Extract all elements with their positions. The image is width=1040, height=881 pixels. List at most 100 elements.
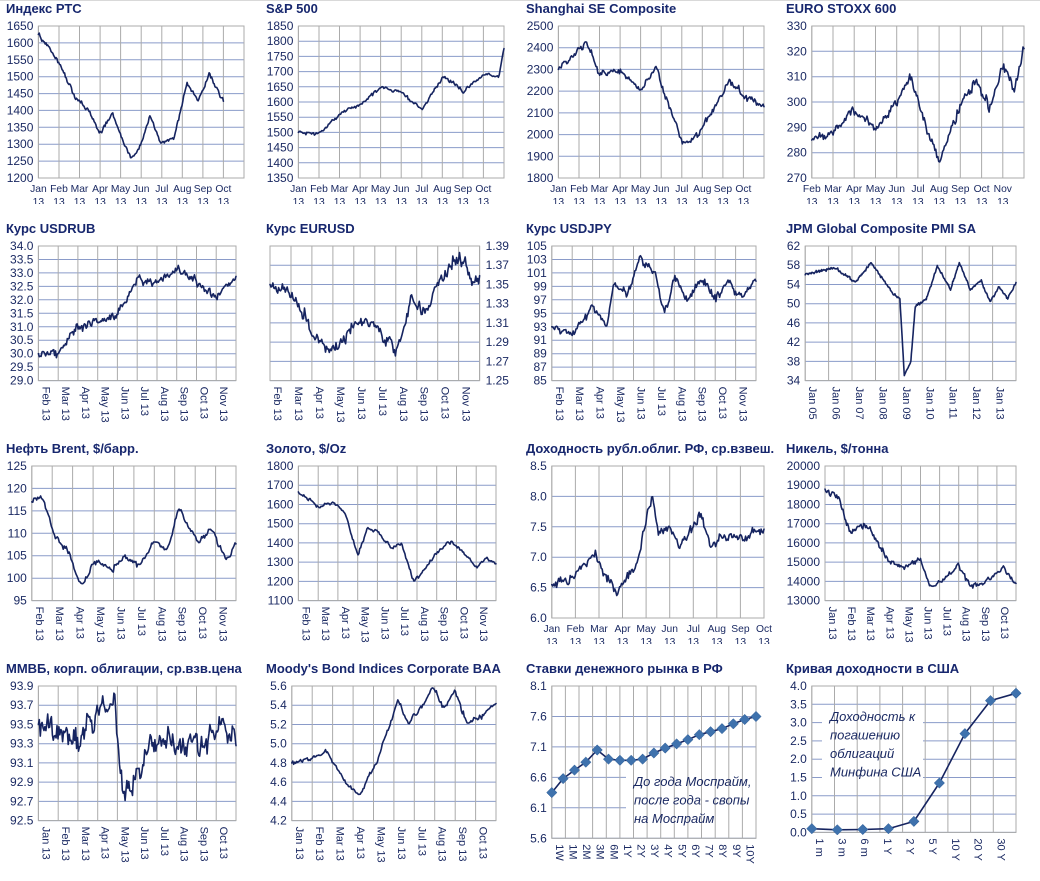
svg-text:1850: 1850 bbox=[267, 19, 294, 33]
svg-text:Mar 13: Mar 13 bbox=[53, 607, 65, 641]
svg-text:29.5: 29.5 bbox=[10, 360, 34, 374]
svg-text:13: 13 bbox=[197, 197, 209, 204]
svg-text:1200: 1200 bbox=[267, 574, 294, 588]
svg-text:1100: 1100 bbox=[268, 594, 294, 608]
svg-text:Oct 13: Oct 13 bbox=[198, 387, 210, 419]
svg-text:13: 13 bbox=[688, 637, 700, 644]
svg-text:92.9: 92.9 bbox=[10, 775, 34, 789]
svg-text:May 13: May 13 bbox=[359, 607, 371, 643]
svg-text:Sep 13: Sep 13 bbox=[438, 607, 450, 642]
svg-text:Aug 13: Aug 13 bbox=[675, 387, 687, 422]
svg-text:6Y: 6Y bbox=[689, 844, 701, 858]
svg-text:13: 13 bbox=[635, 197, 647, 204]
svg-text:Sep 13: Sep 13 bbox=[198, 827, 210, 862]
svg-text:1500: 1500 bbox=[267, 125, 294, 139]
svg-text:погашению: погашению bbox=[830, 728, 900, 743]
svg-text:10Y: 10Y bbox=[743, 844, 755, 864]
svg-text:1750: 1750 bbox=[267, 49, 294, 63]
svg-text:120: 120 bbox=[7, 481, 27, 495]
svg-text:Oct 13: Oct 13 bbox=[196, 607, 208, 639]
svg-text:1 Y: 1 Y bbox=[881, 838, 893, 855]
svg-text:Jun: Jun bbox=[661, 624, 678, 635]
svg-text:Feb 13: Feb 13 bbox=[271, 387, 283, 421]
svg-text:Apr 13: Apr 13 bbox=[339, 607, 351, 639]
svg-text:Apr 13: Apr 13 bbox=[74, 607, 86, 639]
svg-text:115: 115 bbox=[8, 504, 27, 518]
svg-text:13: 13 bbox=[218, 197, 230, 204]
svg-text:13: 13 bbox=[614, 197, 626, 204]
svg-text:Apr 13: Apr 13 bbox=[313, 387, 325, 419]
svg-text:Jun 13: Jun 13 bbox=[635, 387, 647, 420]
svg-text:30.0: 30.0 bbox=[10, 347, 34, 361]
svg-text:1300: 1300 bbox=[7, 137, 34, 151]
svg-text:13: 13 bbox=[912, 197, 924, 204]
svg-text:13: 13 bbox=[891, 197, 903, 204]
svg-text:2100: 2100 bbox=[527, 106, 554, 120]
svg-text:May: May bbox=[636, 624, 656, 635]
svg-text:3M: 3M bbox=[594, 844, 606, 859]
svg-text:42: 42 bbox=[787, 335, 801, 349]
svg-text:105: 105 bbox=[7, 549, 27, 563]
svg-text:Feb: Feb bbox=[567, 624, 585, 635]
svg-text:1800: 1800 bbox=[527, 171, 554, 185]
svg-text:20000: 20000 bbox=[787, 459, 821, 473]
svg-text:1.29: 1.29 bbox=[486, 335, 510, 349]
svg-text:46: 46 bbox=[787, 316, 801, 330]
svg-text:Apr 13: Apr 13 bbox=[594, 387, 606, 419]
svg-text:1650: 1650 bbox=[267, 80, 294, 94]
svg-text:1400: 1400 bbox=[267, 156, 294, 170]
svg-text:1600: 1600 bbox=[7, 36, 34, 50]
svg-text:1450: 1450 bbox=[7, 87, 34, 101]
svg-text:13: 13 bbox=[617, 637, 629, 644]
svg-text:1200: 1200 bbox=[7, 171, 34, 185]
svg-text:Jan 09: Jan 09 bbox=[900, 387, 912, 420]
svg-text:1250: 1250 bbox=[7, 154, 34, 168]
svg-text:13: 13 bbox=[334, 197, 346, 204]
svg-text:0.0: 0.0 bbox=[790, 825, 807, 839]
svg-text:Jan 11: Jan 11 bbox=[947, 387, 959, 419]
svg-text:13: 13 bbox=[156, 197, 168, 204]
svg-text:1 m: 1 m bbox=[813, 838, 825, 856]
svg-text:1400: 1400 bbox=[267, 536, 294, 550]
svg-text:280: 280 bbox=[787, 146, 807, 160]
svg-text:May 13: May 13 bbox=[94, 607, 106, 643]
svg-text:1450: 1450 bbox=[267, 141, 294, 155]
svg-text:13: 13 bbox=[738, 197, 750, 204]
svg-text:3.0: 3.0 bbox=[790, 716, 807, 730]
svg-text:13: 13 bbox=[94, 197, 106, 204]
svg-text:Nov 13: Nov 13 bbox=[217, 607, 229, 642]
svg-text:Jun 13: Jun 13 bbox=[355, 387, 367, 420]
svg-text:5.2: 5.2 bbox=[270, 718, 287, 732]
svg-text:13: 13 bbox=[573, 197, 585, 204]
svg-text:6.1: 6.1 bbox=[530, 801, 547, 815]
svg-text:93: 93 bbox=[533, 320, 547, 334]
svg-text:May 13: May 13 bbox=[99, 387, 111, 423]
svg-text:1.5: 1.5 bbox=[790, 771, 807, 785]
svg-text:Aug 13: Aug 13 bbox=[418, 607, 430, 642]
svg-text:Jun 13: Jun 13 bbox=[922, 607, 934, 640]
svg-text:после года - свопы: после года - свопы bbox=[634, 793, 750, 808]
svg-text:Jan 12: Jan 12 bbox=[970, 387, 982, 420]
svg-text:4.2: 4.2 bbox=[270, 814, 287, 828]
svg-text:5.6: 5.6 bbox=[270, 679, 287, 693]
svg-text:6 m: 6 m bbox=[858, 838, 870, 856]
svg-text:Oct: Oct bbox=[215, 184, 231, 195]
svg-text:5.6: 5.6 bbox=[530, 831, 547, 845]
svg-text:110: 110 bbox=[8, 526, 27, 540]
svg-text:2500: 2500 bbox=[527, 19, 554, 33]
svg-text:May: May bbox=[631, 184, 651, 195]
svg-text:34: 34 bbox=[787, 374, 801, 388]
svg-text:2000: 2000 bbox=[527, 128, 554, 142]
svg-text:Mar: Mar bbox=[591, 184, 609, 195]
svg-text:Oct: Oct bbox=[735, 184, 751, 195]
svg-text:13: 13 bbox=[74, 197, 86, 204]
svg-text:3Y: 3Y bbox=[648, 844, 660, 858]
svg-text:Jul 13: Jul 13 bbox=[158, 827, 170, 856]
svg-text:May: May bbox=[111, 184, 131, 195]
svg-text:58: 58 bbox=[787, 258, 801, 272]
svg-text:17000: 17000 bbox=[787, 517, 821, 531]
svg-text:Feb 13: Feb 13 bbox=[299, 607, 311, 641]
svg-text:29.0: 29.0 bbox=[10, 374, 34, 388]
svg-text:1600: 1600 bbox=[267, 498, 294, 512]
svg-text:2.5: 2.5 bbox=[790, 734, 807, 748]
